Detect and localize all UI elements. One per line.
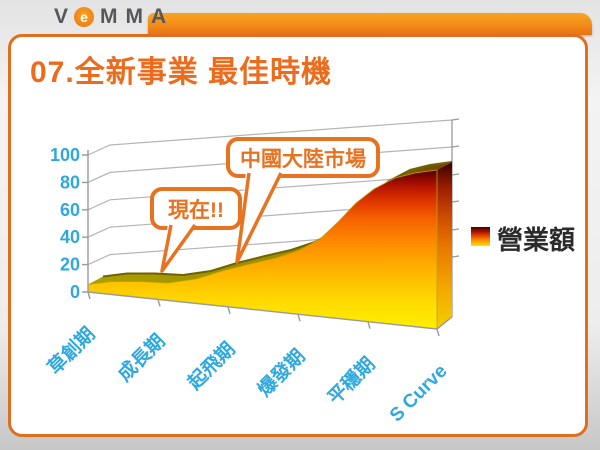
y-tick-60: 60	[60, 200, 80, 220]
logo-letters-rest: MMA	[100, 5, 175, 28]
y-tick-20: 20	[60, 255, 80, 275]
top-tab-bar	[148, 13, 592, 35]
y-tick-40: 40	[60, 227, 80, 247]
logo-e-circle-icon: e	[74, 7, 95, 27]
legend-swatch	[471, 227, 490, 246]
y-axis	[82, 150, 89, 293]
y-tick-0: 0	[70, 282, 80, 302]
right-wall-axis	[451, 118, 460, 317]
x-label-4: 平穩期	[323, 352, 380, 409]
gridline-40	[87, 201, 453, 238]
logo-letter-e: e	[80, 9, 88, 25]
area-front-face	[87, 169, 438, 330]
content-panel	[8, 34, 588, 437]
y-axis-labels: 0 20 40 60 80 100	[50, 145, 80, 302]
callout-now-text: 現在!!	[168, 198, 224, 222]
x-label-1: 成長期	[113, 329, 170, 386]
callout-china-market: 中國大陸市場	[226, 137, 380, 264]
x-axis-labels: 草創期 成長期 起飛期 爆發期 平穩期 S Curve	[43, 322, 452, 426]
x-label-5: S Curve	[386, 361, 452, 427]
gridline-60	[87, 174, 453, 211]
gridline-100	[87, 119, 453, 156]
x-label-3: 爆發期	[253, 344, 310, 401]
x-label-2: 起飛期	[183, 338, 240, 395]
callout-now: 現在!!	[150, 187, 242, 273]
x-label-0: 草創期	[43, 322, 100, 379]
legend: 營業額	[471, 225, 575, 255]
y-tick-80: 80	[60, 172, 80, 192]
area-depth-band	[88, 161, 453, 285]
x-axis	[87, 291, 453, 337]
area-side-face	[437, 162, 452, 329]
legend-label: 營業額	[497, 225, 575, 255]
slide-title: 07.全新事業 最佳時機	[30, 56, 333, 89]
vemma-logo: V e MMA	[54, 3, 174, 31]
y-tick-100: 100	[50, 145, 80, 165]
logo-letter-v: V	[54, 5, 69, 28]
callout-china-market-text: 中國大陸市場	[240, 147, 366, 171]
